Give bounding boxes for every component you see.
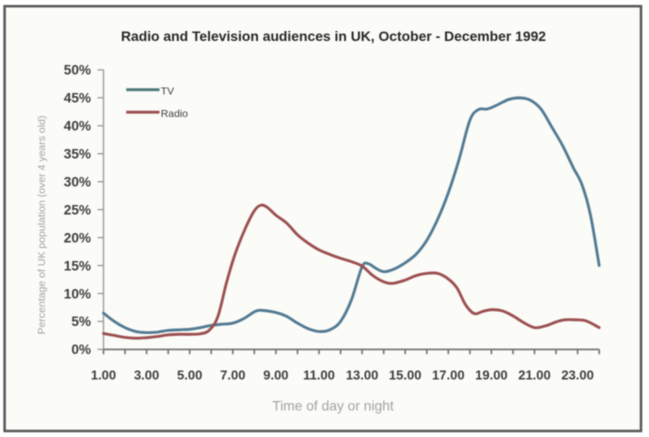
svg-text:Percentage of UK population (o: Percentage of UK population (over 4 year… <box>36 116 48 335</box>
svg-text:15.00: 15.00 <box>389 368 422 383</box>
svg-text:5.00: 5.00 <box>177 368 202 383</box>
svg-text:TV: TV <box>161 86 174 97</box>
svg-text:30%: 30% <box>64 175 91 190</box>
svg-text:35%: 35% <box>64 147 91 162</box>
svg-text:23.00: 23.00 <box>561 368 594 383</box>
svg-text:9.00: 9.00 <box>263 368 288 383</box>
svg-text:17.00: 17.00 <box>432 368 465 383</box>
svg-text:Radio: Radio <box>161 109 188 120</box>
svg-text:3.00: 3.00 <box>134 368 159 383</box>
svg-text:21.00: 21.00 <box>518 368 551 383</box>
svg-text:Time of day or night: Time of day or night <box>272 399 394 414</box>
svg-text:20%: 20% <box>64 230 91 245</box>
svg-text:13.00: 13.00 <box>346 368 379 383</box>
svg-text:Radio and Television audiences: Radio and Television audiences in UK, Oc… <box>121 28 546 44</box>
svg-text:11.00: 11.00 <box>303 368 335 383</box>
svg-text:0%: 0% <box>71 342 91 357</box>
svg-text:1.00: 1.00 <box>91 368 116 383</box>
svg-text:40%: 40% <box>64 119 91 134</box>
svg-text:45%: 45% <box>64 91 91 106</box>
svg-text:19.00: 19.00 <box>475 368 508 383</box>
svg-text:10%: 10% <box>64 286 91 301</box>
svg-text:25%: 25% <box>64 202 91 217</box>
svg-text:5%: 5% <box>71 314 91 329</box>
svg-text:7.00: 7.00 <box>220 368 245 383</box>
svg-text:15%: 15% <box>64 258 91 273</box>
svg-text:50%: 50% <box>64 63 91 78</box>
